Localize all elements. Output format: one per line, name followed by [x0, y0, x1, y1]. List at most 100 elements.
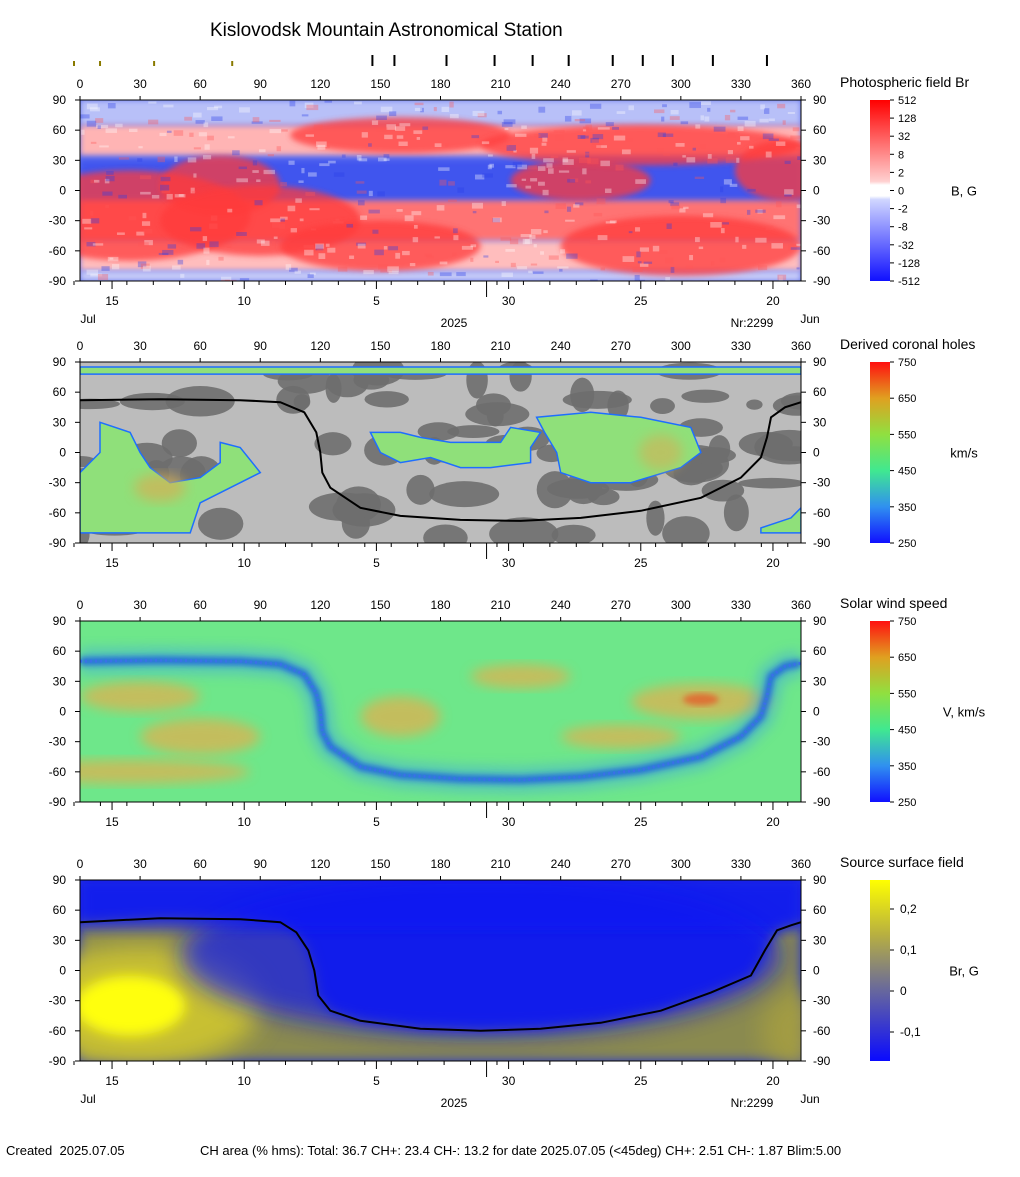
texture-speckle: [184, 116, 193, 121]
texture-speckle: [396, 135, 404, 139]
texture-speckle: [453, 235, 459, 241]
fast-wind-spot: [360, 696, 441, 737]
colorbar-tick-label: 2: [898, 167, 904, 179]
date-tick-label: 15: [105, 556, 119, 570]
texture-speckle: [195, 120, 205, 124]
texture-speckle: [502, 142, 509, 147]
closed-field-region: [80, 398, 120, 410]
longitude-tick-label: 120: [310, 857, 330, 871]
texture-speckle: [301, 114, 309, 117]
texture-speckle: [102, 191, 113, 196]
colorbar-tick-label: 450: [898, 466, 916, 478]
texture-speckle: [643, 261, 653, 264]
closed-field-region: [650, 398, 675, 414]
closed-field-region: [165, 386, 235, 417]
texture-speckle: [209, 241, 219, 248]
texture-speckle: [356, 190, 367, 194]
neutral-line: [80, 917, 801, 1032]
texture-speckle: [239, 278, 250, 281]
texture-speckle: [313, 124, 323, 130]
coronal-hole: [80, 421, 262, 534]
texture-speckle: [357, 243, 366, 249]
colorbar-tick-label: 0: [898, 186, 904, 198]
date-tick-label: 5: [373, 815, 380, 829]
texture-speckle: [517, 266, 528, 270]
texture-speckle: [571, 110, 582, 116]
texture-speckle: [777, 103, 786, 109]
texture-speckle: [471, 135, 480, 139]
texture-speckle: [104, 178, 110, 184]
texture-speckle: [520, 233, 532, 238]
longitude-tick-label: 150: [370, 77, 390, 91]
colorbar: [870, 100, 890, 281]
texture-speckle: [487, 164, 492, 170]
texture-speckle: [90, 218, 100, 224]
texture-speckle: [86, 269, 99, 275]
texture-speckle: [592, 134, 604, 140]
texture-speckle: [538, 133, 548, 138]
texture-speckle: [615, 164, 624, 171]
texture-speckle: [532, 271, 544, 274]
texture-speckle: [740, 136, 750, 141]
texture-speckle: [203, 122, 209, 128]
colorbar: [870, 362, 890, 543]
texture-speckle: [252, 170, 259, 173]
texture-speckle: [505, 165, 516, 169]
texture-speckle: [116, 232, 125, 235]
longitude-tick-label: 240: [551, 77, 571, 91]
texture-speckle: [426, 255, 434, 259]
texture-speckle: [720, 197, 727, 204]
month-right-label: Jun: [800, 312, 819, 326]
texture-speckle: [94, 179, 100, 183]
texture-speckle: [577, 134, 586, 139]
texture-speckle: [666, 223, 672, 229]
texture-speckle: [548, 255, 559, 260]
latitude-tick-label: 30: [813, 415, 827, 429]
texture-speckle: [665, 277, 671, 281]
longitude-tick-label: 210: [491, 339, 511, 353]
texture-speckle: [560, 249, 566, 254]
texture-speckle: [310, 228, 317, 231]
closed-field-region: [509, 362, 532, 392]
texture-speckle: [768, 118, 775, 122]
fast-wind-spot: [80, 759, 251, 784]
texture-speckle: [622, 256, 635, 262]
texture-speckle: [574, 118, 586, 122]
texture-speckle: [395, 252, 401, 259]
texture-speckle: [592, 139, 604, 145]
texture-speckle: [720, 228, 725, 234]
texture-speckle: [695, 124, 701, 129]
texture-speckle: [784, 160, 791, 165]
texture-speckle: [562, 157, 569, 163]
texture-speckle: [101, 266, 110, 271]
month-right-label: Jun: [800, 1092, 819, 1106]
texture-speckle: [387, 266, 399, 272]
texture-speckle: [86, 241, 96, 247]
texture-speckle: [416, 136, 421, 140]
texture-speckle: [720, 186, 724, 193]
texture-speckle: [251, 121, 263, 124]
texture-speckle: [86, 103, 98, 110]
longitude-tick-label: 180: [430, 339, 450, 353]
texture-speckle: [637, 261, 642, 264]
texture-speckle: [193, 112, 202, 118]
texture-speckle: [461, 245, 474, 250]
month-left-label: Jul: [80, 1092, 95, 1106]
closed-field-region: [746, 399, 763, 410]
fast-wind-spot: [560, 724, 681, 749]
texture-speckle: [420, 107, 424, 113]
texture-speckle: [597, 235, 608, 241]
latitude-tick-label: 60: [53, 123, 67, 137]
texture-speckle: [298, 180, 304, 183]
texture-speckle: [570, 178, 579, 183]
texture-speckle: [211, 116, 223, 121]
fast-wind-spot: [140, 718, 261, 755]
texture-speckle: [148, 119, 159, 125]
texture-speckle: [409, 262, 416, 267]
texture-speckle: [566, 150, 576, 153]
latitude-tick-label: 60: [813, 903, 827, 917]
longitude-tick-label: 360: [791, 857, 811, 871]
texture-speckle: [218, 256, 224, 261]
texture-speckle: [315, 243, 325, 249]
texture-speckle: [269, 119, 281, 122]
